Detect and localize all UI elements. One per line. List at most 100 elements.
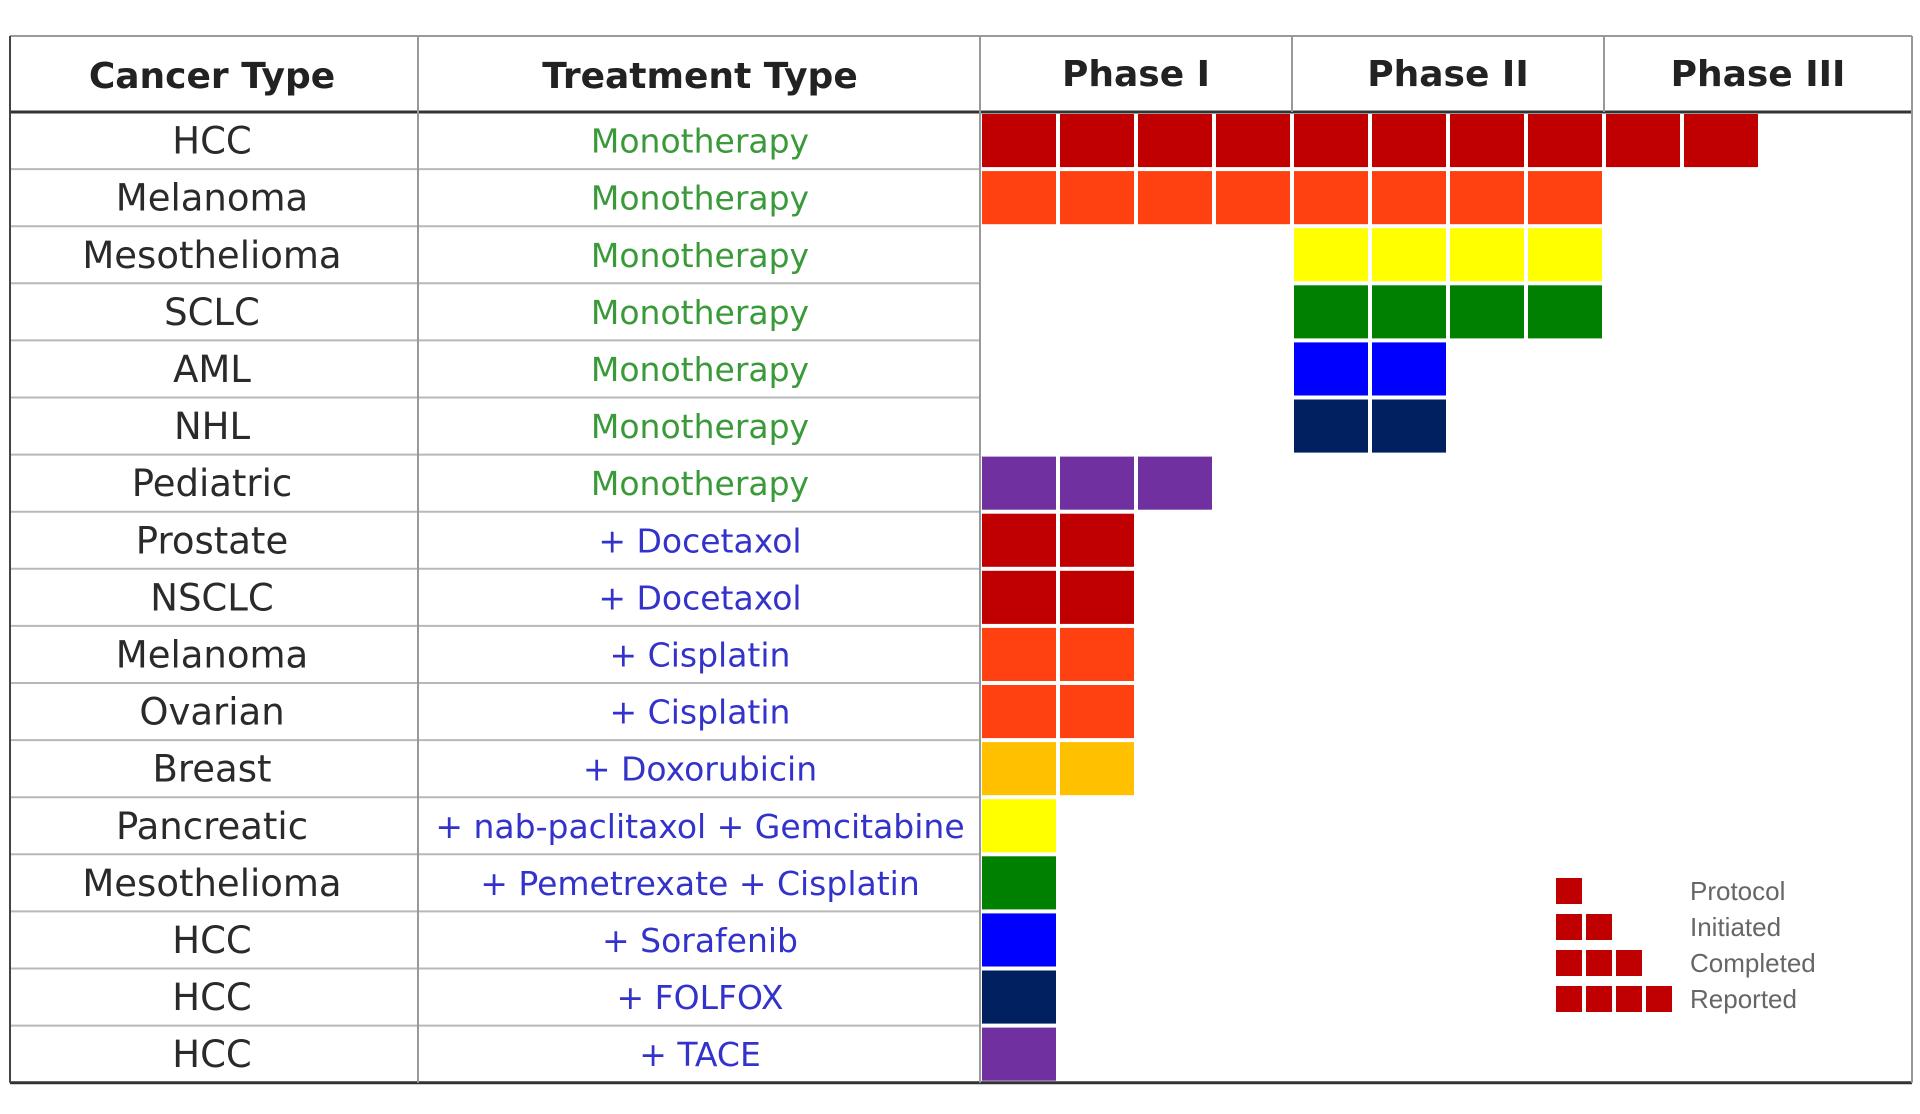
treatment-type-label: Monotherapy bbox=[591, 293, 809, 332]
progress-block bbox=[1528, 114, 1602, 168]
progress-block bbox=[1060, 114, 1134, 168]
treatment-type-label: Monotherapy bbox=[591, 350, 809, 389]
progress-block bbox=[982, 913, 1056, 967]
cancer-type-label: Mesothelioma bbox=[82, 234, 341, 277]
progress-block bbox=[1216, 114, 1290, 168]
progress-block bbox=[982, 456, 1056, 510]
progress-block bbox=[1372, 342, 1446, 396]
cancer-type-label: SCLC bbox=[164, 291, 260, 334]
progress-block bbox=[1372, 228, 1446, 282]
progress-block bbox=[1060, 513, 1134, 567]
treatment-type-label: + Pemetrexate + Cisplatin bbox=[480, 864, 920, 903]
cancer-type-label: Breast bbox=[152, 748, 271, 791]
progress-block bbox=[1528, 285, 1602, 339]
progress-block bbox=[1528, 228, 1602, 282]
progress-block bbox=[1450, 171, 1524, 225]
treatment-type-label: + Docetaxol bbox=[598, 578, 801, 617]
progress-block bbox=[1060, 742, 1134, 796]
progress-block bbox=[982, 970, 1056, 1024]
legend-block bbox=[1586, 986, 1612, 1012]
legend-block bbox=[1556, 914, 1582, 940]
progress-block bbox=[982, 627, 1056, 681]
header-row: Cancer Type Treatment Type Phase I Phase… bbox=[89, 54, 1846, 97]
treatment-type-label: Monotherapy bbox=[591, 407, 809, 446]
legend-block bbox=[1556, 986, 1582, 1012]
table-rows: HCC Monotherapy Melanoma Monotherapy Mesothe… bbox=[82, 120, 964, 1077]
treatment-type-label: Monotherapy bbox=[591, 464, 809, 503]
header-phase-2: Phase II bbox=[1367, 54, 1528, 95]
legend-block bbox=[1586, 950, 1612, 976]
progress-block bbox=[1294, 228, 1368, 282]
progress-block bbox=[1528, 171, 1602, 225]
legend-label: Protocol bbox=[1690, 876, 1785, 906]
cancer-type-label: Mesothelioma bbox=[82, 862, 341, 905]
progress-block bbox=[1060, 685, 1134, 739]
progress-block bbox=[982, 1027, 1056, 1081]
progress-block bbox=[1294, 114, 1368, 168]
progress-block bbox=[1138, 171, 1212, 225]
legend-block bbox=[1616, 986, 1642, 1012]
progress-block bbox=[982, 742, 1056, 796]
legend-block bbox=[1556, 950, 1582, 976]
treatment-type-label: + Cisplatin bbox=[610, 693, 791, 732]
table-grid bbox=[9, 35, 1913, 1085]
legend-label: Reported bbox=[1690, 984, 1797, 1014]
treatment-type-label: + Doxorubicin bbox=[583, 750, 817, 789]
header-treatment-type: Treatment Type bbox=[542, 56, 858, 97]
cancer-type-label: AML bbox=[173, 348, 251, 391]
progress-block bbox=[1294, 285, 1368, 339]
progress-block bbox=[1294, 342, 1368, 396]
progress-block bbox=[982, 570, 1056, 624]
progress-block bbox=[1060, 570, 1134, 624]
legend-block bbox=[1616, 950, 1642, 976]
progress-block bbox=[982, 799, 1056, 853]
cancer-type-label: Melanoma bbox=[116, 177, 308, 220]
cancer-type-label: HCC bbox=[172, 120, 252, 163]
treatment-type-label: Monotherapy bbox=[591, 179, 809, 218]
legend-label: Completed bbox=[1690, 948, 1816, 978]
progress-block bbox=[1060, 627, 1134, 681]
legend-block bbox=[1646, 986, 1672, 1012]
progress-block bbox=[982, 171, 1056, 225]
progress-block bbox=[1216, 171, 1290, 225]
cancer-type-label: HCC bbox=[172, 1033, 252, 1076]
progress-block bbox=[1372, 285, 1446, 339]
treatment-type-label: + FOLFOX bbox=[617, 978, 784, 1017]
treatment-type-label: + Docetaxol bbox=[598, 521, 801, 560]
legend-block bbox=[1586, 914, 1612, 940]
progress-block bbox=[1294, 171, 1368, 225]
cancer-type-label: Ovarian bbox=[139, 691, 284, 734]
treatment-type-label: Monotherapy bbox=[591, 236, 809, 275]
progress-block bbox=[1372, 399, 1446, 453]
progress-block bbox=[982, 513, 1056, 567]
legend-block bbox=[1556, 878, 1582, 904]
header-cancer-type: Cancer Type bbox=[89, 56, 335, 97]
treatment-type-label: + nab-paclitaxol + Gemcitabine bbox=[435, 807, 964, 846]
progress-block bbox=[1372, 171, 1446, 225]
legend: Protocol Initiated Completed Reported bbox=[1556, 876, 1816, 1014]
progress-block bbox=[1372, 114, 1446, 168]
treatment-type-label: + Sorafenib bbox=[602, 921, 798, 960]
progress-block bbox=[982, 114, 1056, 168]
cancer-type-label: Prostate bbox=[136, 519, 288, 562]
cancer-type-label: HCC bbox=[172, 919, 252, 962]
progress-block bbox=[1450, 228, 1524, 282]
treatment-type-label: + Cisplatin bbox=[610, 635, 791, 674]
cancer-type-label: Melanoma bbox=[116, 633, 308, 676]
cancer-type-label: NSCLC bbox=[150, 576, 273, 619]
progress-block bbox=[982, 856, 1056, 910]
progress-block bbox=[1450, 114, 1524, 168]
progress-block bbox=[1450, 285, 1524, 339]
progress-block bbox=[1294, 399, 1368, 453]
header-phase-1: Phase I bbox=[1062, 54, 1210, 95]
cancer-type-label: Pancreatic bbox=[116, 805, 308, 848]
progress-blocks bbox=[982, 114, 1758, 1081]
progress-block bbox=[1060, 171, 1134, 225]
progress-block bbox=[1138, 456, 1212, 510]
progress-block bbox=[982, 685, 1056, 739]
header-phase-3: Phase III bbox=[1671, 54, 1846, 95]
cancer-type-label: NHL bbox=[174, 405, 251, 448]
cancer-type-label: HCC bbox=[172, 976, 252, 1019]
progress-block bbox=[1684, 114, 1758, 168]
